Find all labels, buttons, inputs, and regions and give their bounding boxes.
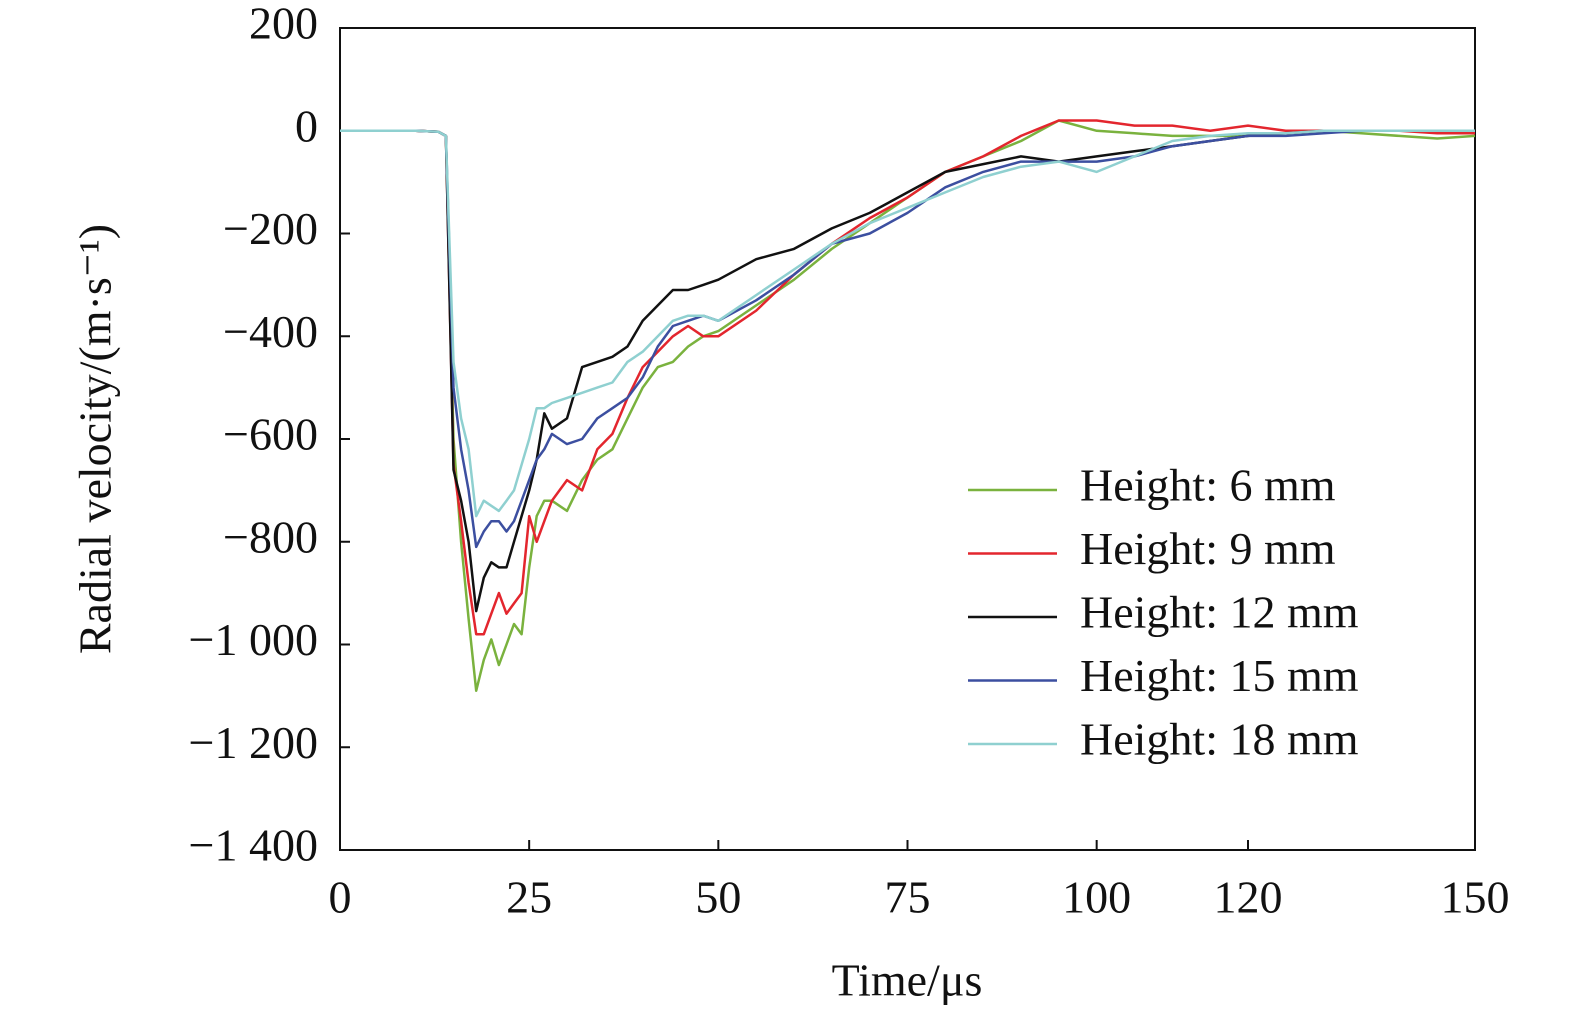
x-axis-label: Time/μs bbox=[832, 955, 983, 1006]
y-tick-label: −600 bbox=[223, 409, 318, 460]
legend-label: Height: 18 mm bbox=[1080, 714, 1359, 765]
x-tick-label: 100 bbox=[1062, 872, 1131, 923]
x-tick-label: 25 bbox=[506, 872, 552, 923]
y-tick-label: 0 bbox=[295, 100, 318, 151]
legend-label: Height: 9 mm bbox=[1080, 523, 1336, 574]
x-tick-label: 150 bbox=[1441, 872, 1510, 923]
series-line bbox=[340, 129, 1475, 549]
y-tick-label: −1 400 bbox=[189, 820, 318, 871]
legend-label: Height: 12 mm bbox=[1080, 587, 1359, 638]
y-axis-label: Radial velocity/(m·s⁻¹) bbox=[70, 224, 121, 654]
x-tick-label: 75 bbox=[885, 872, 931, 923]
legend-label: Height: 6 mm bbox=[1080, 460, 1336, 511]
x-tick-label: 120 bbox=[1214, 872, 1283, 923]
y-tick-label: −1 200 bbox=[189, 717, 318, 768]
y-tick-label: −200 bbox=[223, 203, 318, 254]
legend-label: Height: 15 mm bbox=[1080, 650, 1359, 701]
series-line bbox=[340, 119, 1476, 692]
x-tick-label: 50 bbox=[695, 872, 741, 923]
y-tick-label: 200 bbox=[249, 0, 318, 49]
series-line bbox=[340, 129, 1475, 518]
y-tick-label: −1 000 bbox=[189, 614, 318, 665]
y-tick-label: −400 bbox=[223, 306, 318, 357]
y-tick-label: −800 bbox=[223, 511, 318, 562]
x-tick-label: 0 bbox=[329, 872, 352, 923]
